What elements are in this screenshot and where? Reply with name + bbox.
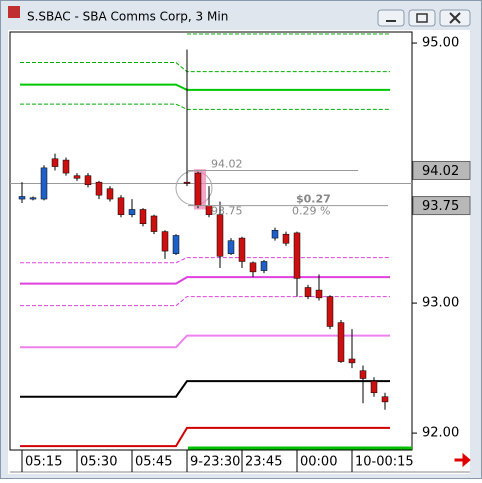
candle-body (40, 167, 48, 200)
candle-body (194, 172, 202, 206)
candle-body (150, 215, 158, 232)
y-tick-label: 95.00 (422, 36, 459, 51)
candle-body (51, 158, 59, 167)
x-tick-label: 05:15 (25, 455, 62, 470)
x-tick-label: 05:45 (135, 455, 172, 470)
candle-body (381, 396, 389, 403)
y-tick-label: 93.00 (422, 296, 459, 311)
minimize-button[interactable] (377, 9, 405, 27)
level-line (20, 296, 390, 307)
candle-body (315, 289, 323, 299)
level-line (20, 83, 390, 91)
y-tick-label: 92.00 (422, 426, 459, 441)
maximize-button[interactable] (408, 9, 436, 27)
candle-body (183, 181, 191, 184)
candle-body (326, 296, 334, 327)
candle-body (29, 197, 37, 200)
candle-body (293, 232, 301, 279)
candle-body (139, 209, 147, 225)
candle-body (260, 261, 268, 271)
x-tick-label: 9-23:30 (190, 455, 240, 470)
candle-body (172, 235, 180, 254)
candle-body (282, 233, 290, 244)
x-tick-label: 10-00:15 (355, 455, 414, 470)
x-tick-label: 00:00 (300, 455, 337, 470)
candle-body (348, 358, 356, 364)
measure-percent: 0.29 % (292, 205, 330, 218)
measure-label: 93.75 (211, 205, 243, 218)
candle-body (128, 209, 136, 215)
level-line (20, 257, 390, 264)
level-line (20, 380, 390, 398)
candle-body (161, 231, 169, 252)
candle-body (117, 197, 125, 215)
candle-body (106, 188, 114, 200)
candle-body (359, 370, 367, 379)
scroll-arrow[interactable] (454, 452, 471, 468)
candle-body (304, 287, 312, 297)
app-icon (8, 6, 20, 18)
price-tag (412, 196, 471, 216)
price-tag-label: 94.02 (422, 164, 459, 179)
candle-body (18, 196, 26, 200)
candle-body (73, 175, 81, 179)
close-icon (449, 12, 461, 24)
candle-body (238, 237, 246, 262)
window-buttons[interactable] (377, 9, 471, 27)
candle-body (84, 175, 92, 186)
level-line (20, 62, 390, 73)
candle-body (249, 262, 257, 273)
measure-change: $0.27 (296, 193, 331, 206)
candle-body (337, 322, 345, 362)
candle-body (62, 159, 70, 174)
candle-body (95, 181, 103, 196)
plot-frame (9, 31, 413, 451)
x-tick-label: 23:45 (245, 455, 282, 470)
level-line (20, 334, 390, 349)
window-title: S.SBAC - SBA Comms Corp, 3 Min (27, 10, 228, 24)
level-line (20, 426, 390, 448)
candle-body (227, 240, 235, 254)
level-line (20, 103, 390, 110)
price-tag-label: 93.75 (422, 199, 459, 214)
maximize-icon (416, 13, 428, 23)
price-tag (412, 160, 471, 180)
candle-body (271, 230, 279, 239)
measure-label: 94.02 (211, 157, 243, 170)
level-line (20, 276, 390, 285)
candle-body (216, 214, 224, 257)
x-tick-label: 05:30 (80, 455, 117, 470)
candle-body (370, 380, 378, 394)
